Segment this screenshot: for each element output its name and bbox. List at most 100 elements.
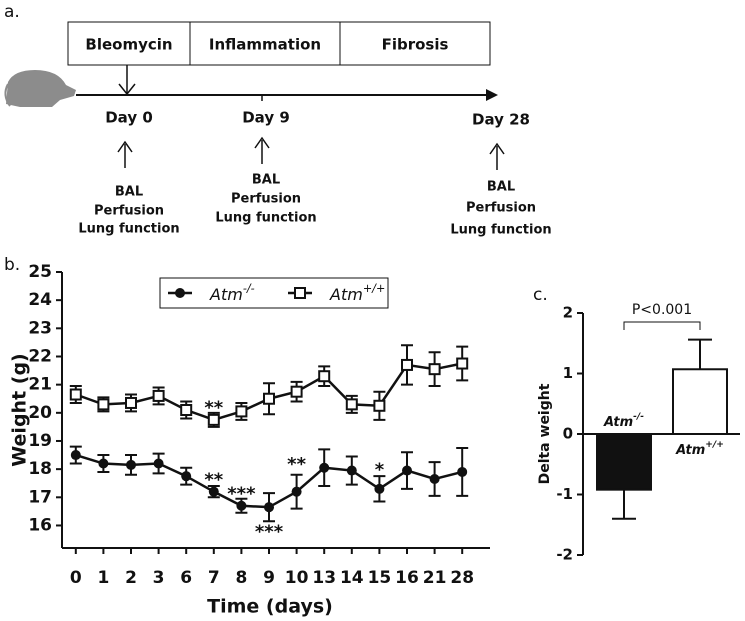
marker [373,399,386,412]
x-axis-label: Time (days) [207,596,333,618]
y-tick-label: 21 [28,375,52,395]
marker [318,370,331,383]
x-tick-label: 0 [70,568,82,588]
step-label: Perfusion [94,204,164,219]
phase-box [67,21,491,66]
marker [235,405,248,418]
step-label: Lung function [215,211,316,226]
bar [672,368,728,436]
marker [429,474,440,484]
panel-label: a. [4,2,20,22]
category-label-base: Atm [675,443,705,458]
y-tick-label: -2 [556,546,573,564]
panel-label: c. [533,285,548,305]
legend-label-base: Atm [209,285,243,304]
marker [97,398,110,411]
significance: *** [255,522,284,543]
y-tick-label: 0 [563,425,573,443]
y-tick-label: 24 [28,290,52,310]
category-label: Atm+/+ [675,440,724,458]
category-label: Atm-/- [603,412,644,430]
marker [69,388,82,401]
legend-box [159,277,389,309]
marker [153,458,164,469]
significance: ** [204,469,223,490]
category-label-base: Atm [603,415,633,430]
y-axis-label: Delta weight [537,383,553,484]
step-label: Lung function [78,222,179,237]
marker [402,465,412,476]
marker [291,486,302,497]
marker [457,466,468,477]
x-tick-label: 10 [285,568,309,588]
day-label: Day 28 [472,111,530,129]
mouse-icon [6,70,76,107]
significance: *** [227,483,256,504]
marker [125,396,137,409]
phase: Inflammation [209,36,321,54]
marker [263,392,275,405]
significance: ** [287,454,306,475]
x-tick-label: 13 [312,568,336,588]
y-tick-label: 2 [563,304,573,322]
category-label-sup: -/- [633,412,644,422]
marker [180,404,193,416]
y-tick-label: 22 [28,346,52,366]
x-tick-label: 28 [450,568,474,588]
x-tick-label: 8 [235,568,247,588]
arrowhead [118,83,136,96]
x-tick-label: 21 [423,568,447,588]
significance: * [375,460,385,481]
x-tick-label: 16 [395,568,419,588]
panel-label: b. [4,255,20,275]
legend-label-base: Atm [329,285,363,304]
step-label: Perfusion [231,192,301,207]
legend-label: Atm+/+ [329,282,385,304]
marker [374,483,385,494]
marker [456,357,469,370]
marker [207,413,220,426]
step-label: Perfusion [466,201,536,216]
y-tick-label: 19 [28,431,52,451]
marker [290,385,303,398]
marker [346,465,357,476]
day-label: Day 0 [105,109,153,127]
marker [181,471,192,482]
x-tick-label: 2 [125,568,137,588]
marker [152,389,165,402]
marker [236,500,247,511]
mouse-tail [4,83,11,107]
bracket [623,321,701,330]
step-label: BAL [115,185,143,200]
day-label: Day 9 [242,109,290,127]
x-tick-label: 6 [180,568,192,588]
step-label: BAL [487,180,515,195]
marker [70,450,81,461]
marker [319,462,330,473]
bar [596,433,652,491]
x-tick-label: 14 [340,568,364,588]
x-tick-label: 15 [368,568,392,588]
y-tick-label: 23 [28,318,52,338]
arrowhead [254,136,270,149]
legend-marker [175,288,185,298]
y-tick-label: 17 [28,487,52,507]
y-tick-label: 16 [28,515,52,535]
legend-marker [294,287,306,299]
significance: ** [204,398,223,419]
legend-label-sup: +/+ [363,282,386,295]
y-tick-label: 25 [28,262,52,282]
marker [401,358,413,371]
marker [98,458,109,469]
y-tick-label: 20 [28,403,52,423]
arrowhead [486,89,498,101]
error-bar [612,489,636,520]
x-tick-label: 3 [153,568,165,588]
step-label: Lung function [450,223,551,238]
p-value: P<0.001 [632,302,692,318]
error-bar [688,338,712,370]
x-tick-label: 7 [208,568,220,588]
marker [428,363,441,376]
legend-label-sup: -/- [243,282,255,295]
